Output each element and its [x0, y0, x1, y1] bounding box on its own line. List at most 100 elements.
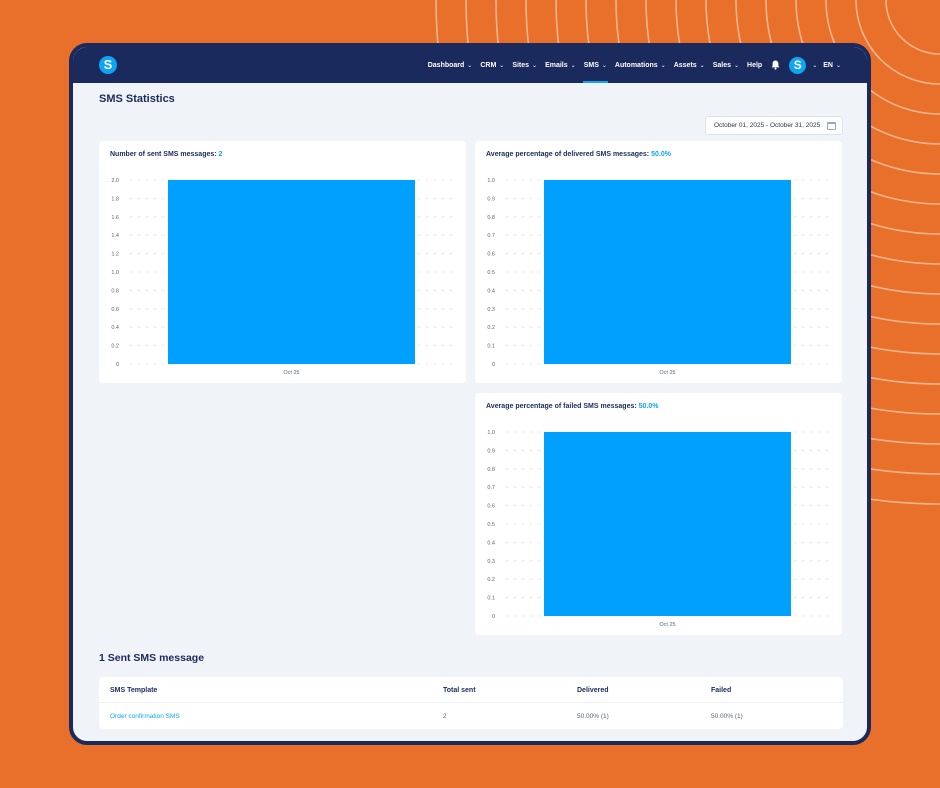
main-menu: Dashboard ⌄ CRM ⌄ Sites ⌄ Emails ⌄ SMS ⌄ Auto… [420, 47, 841, 83]
y-tick-label: 0.1 [487, 344, 495, 350]
page-title: SMS Statistics [99, 93, 175, 105]
row-divider [99, 702, 843, 703]
bar [168, 180, 415, 364]
y-tick-label: 0.2 [487, 325, 495, 331]
chevron-down-icon: ⌄ [734, 62, 740, 69]
y-tick-label: 0.9 [487, 196, 495, 202]
y-tick-label: 1.4 [111, 233, 119, 239]
nav-item-emails[interactable]: Emails ⌄ [545, 47, 576, 83]
y-tick-label: 0.4 [111, 325, 119, 331]
card-title-label: Average percentage of delivered SMS mess… [486, 151, 650, 158]
y-tick-label: 0.1 [487, 596, 495, 602]
x-tick-label: Oct 25 [283, 370, 299, 376]
failed-messages-chart: 0 0.1 0.2 0.3 0.4 0.5 0.6 0.7 0.8 0.9 1.0 Oct 25 [487, 430, 830, 628]
column-header: Delivered [577, 687, 609, 694]
x-tick-label: Oct 25 [659, 622, 675, 628]
avatar-menu-toggle[interactable]: ⌄ [809, 47, 817, 83]
nav-item-label: Emails [545, 61, 568, 69]
y-tick-label: 0 [116, 362, 119, 368]
y-tick-label: 0.9 [487, 448, 495, 454]
sent-messages-chart: 0 0.2 0.4 0.6 0.8 1.0 1.2 1.4 1.6 1.8 2.0 Oct 25 [111, 178, 454, 376]
card-title-value: 50.0% [638, 403, 659, 410]
sent-messages-card: Number of sent SMS messages: 2 0 0.2 0.4 0.… [99, 141, 466, 383]
calendar-icon [827, 122, 836, 130]
nav-item-sms[interactable]: SMS ⌄ [582, 47, 609, 83]
y-tick-label: 0.2 [111, 344, 119, 350]
nav-item-label: Sales [712, 61, 731, 69]
y-tick-label: 0.8 [487, 467, 495, 473]
y-tick-label: 0.8 [487, 215, 495, 221]
y-tick-label: 0.6 [111, 307, 119, 313]
card-title-label: Average percentage of failed SMS message… [486, 403, 637, 410]
date-range-picker[interactable]: October 01, 2025 - October 31, 2025 [705, 116, 843, 135]
delivered-messages-chart: 0 0.1 0.2 0.3 0.4 0.5 0.6 0.7 0.8 0.9 1.0 Oct 25 [487, 178, 830, 376]
y-tick-label: 0 [492, 614, 495, 620]
nav-item-assets[interactable]: Assets ⌄ [674, 47, 705, 83]
chevron-down-icon: ⌄ [467, 62, 473, 69]
nav-item-label: Sites [512, 61, 530, 69]
messages-table: SMS Template Total sent Delivered Failed… [99, 677, 843, 729]
card-title: Average percentage of failed SMS message… [486, 403, 659, 410]
delivered-messages-card: Average percentage of delivered SMS mess… [475, 141, 842, 383]
nav-item-label: Help [747, 61, 763, 69]
column-header: SMS Template [110, 687, 158, 694]
y-tick-label: 0.5 [487, 522, 495, 528]
y-tick-label: 0.2 [487, 577, 495, 583]
bell-icon[interactable] [771, 60, 780, 70]
template-link[interactable]: Order confirmation SMS [110, 713, 180, 720]
app-window: S Dashboard ⌄ CRM ⌄ Sites ⌄ Emails ⌄ SMS ⌄ Au… [69, 43, 871, 745]
bar [544, 180, 791, 364]
card-title-label: Number of sent SMS messages: [110, 151, 217, 158]
y-tick-label: 0.5 [487, 270, 495, 276]
y-tick-label: 1.2 [111, 252, 119, 258]
chevron-down-icon: ⌄ [660, 62, 666, 69]
nav-item-label: SMS [583, 61, 599, 69]
y-tick-label: 2.0 [111, 178, 119, 184]
y-tick-label: 0.6 [487, 504, 495, 510]
nav-item-label: Automations [614, 61, 658, 69]
column-header: Total sent [443, 687, 476, 694]
y-tick-label: 0.6 [487, 252, 495, 258]
total-sent-cell: 2 [443, 713, 447, 720]
chevron-down-icon: ⌄ [532, 62, 538, 69]
nav-item-label: Dashboard [427, 61, 465, 69]
delivered-cell: 50.00% (1) [577, 713, 609, 720]
column-header: Failed [711, 687, 732, 694]
y-tick-label: 0.8 [111, 288, 119, 294]
card-title: Average percentage of delivered SMS mess… [486, 151, 671, 158]
nav-item-label: Assets [673, 61, 697, 69]
sent-messages-section-title: 1 Sent SMS message [99, 652, 205, 664]
y-tick-label: 0.4 [487, 288, 495, 294]
card-title-value: 2 [218, 151, 223, 158]
nav-item-sales[interactable]: Sales ⌄ [713, 47, 739, 83]
nav-item-sites[interactable]: Sites ⌄ [512, 47, 537, 83]
chevron-down-icon: ⌄ [699, 62, 705, 69]
top-navigation: S Dashboard ⌄ CRM ⌄ Sites ⌄ Emails ⌄ SMS ⌄ Au… [73, 47, 867, 83]
y-tick-label: 0.7 [487, 485, 495, 491]
y-tick-label: 0 [492, 362, 495, 368]
avatar[interactable]: S [789, 56, 807, 74]
y-tick-label: 1.0 [487, 430, 495, 436]
x-tick-label: Oct 25 [659, 370, 675, 376]
chevron-down-icon: ⌄ [812, 62, 818, 69]
y-tick-label: 1.6 [111, 215, 119, 221]
language-label: EN [823, 61, 833, 69]
language-selector[interactable]: EN ⌄ [823, 47, 841, 83]
nav-item-dashboard[interactable]: Dashboard ⌄ [428, 47, 473, 83]
card-title-value: 50.0% [651, 151, 671, 158]
nav-item-help[interactable]: Help [747, 47, 762, 83]
chevron-down-icon: ⌄ [570, 62, 576, 69]
y-tick-label: 1.0 [111, 270, 119, 276]
failed-messages-card: Average percentage of failed SMS message… [475, 393, 842, 635]
nav-item-label: CRM [480, 61, 497, 69]
chevron-down-icon: ⌄ [499, 62, 505, 69]
chevron-down-icon: ⌄ [835, 62, 841, 69]
nav-item-crm[interactable]: CRM ⌄ [480, 47, 504, 83]
app-logo[interactable]: S [99, 56, 117, 74]
nav-item-automations[interactable]: Automations ⌄ [615, 47, 666, 83]
y-tick-label: 0.3 [487, 559, 495, 565]
card-title: Number of sent SMS messages: 2 [110, 151, 222, 158]
date-range-value: October 01, 2025 - October 31, 2025 [714, 122, 821, 129]
y-tick-label: 1.8 [111, 196, 119, 202]
chevron-down-icon: ⌄ [601, 62, 607, 69]
